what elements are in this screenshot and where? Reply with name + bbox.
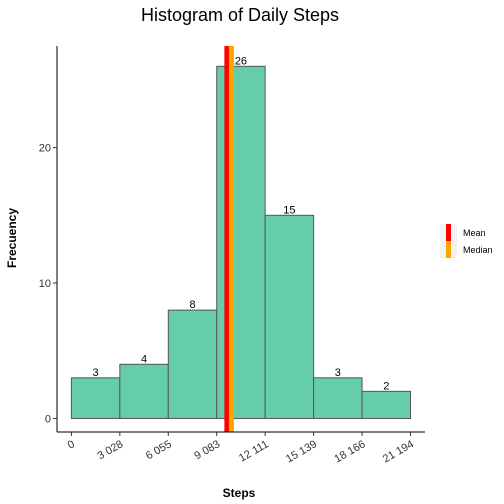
x-tick-label: 12 111: [237, 438, 271, 464]
bar-count-label: 15: [283, 204, 295, 216]
histogram-bar: [361, 390, 412, 419]
bar-count-label: 8: [189, 299, 195, 311]
legend-swatch: [446, 224, 451, 241]
x-tick-label: 9 083: [192, 438, 222, 462]
y-axis-title: Frecuency: [5, 208, 19, 268]
legend-label: Median: [463, 245, 493, 255]
chart-title: Histogram of Daily Steps: [141, 5, 339, 25]
histogram-bar: [119, 363, 169, 419]
y-tick-label: 10: [39, 278, 51, 290]
bar-count-label: 4: [141, 353, 147, 365]
histogram-bar: [264, 214, 315, 419]
x-tick-label: 0: [66, 438, 77, 451]
y-tick-label: 20: [39, 143, 51, 155]
histogram-bar: [216, 65, 266, 419]
legend-swatch: [446, 241, 451, 258]
bar-count-label: 26: [235, 55, 247, 67]
x-tick-label: 3 028: [96, 438, 126, 462]
x-tick-label: 15 139: [284, 438, 319, 465]
histogram-bar: [167, 309, 218, 419]
histogram-bar: [70, 377, 121, 419]
bar-count-label: 3: [335, 367, 341, 379]
bar-count-label: 2: [383, 380, 389, 392]
x-axis-title: Steps: [223, 486, 256, 500]
bar-count-label: 3: [93, 367, 99, 379]
histogram-bar: [313, 377, 363, 419]
reference-lines-group: [224, 46, 234, 432]
legend-label: Mean: [463, 228, 486, 238]
y-tick-label: 0: [45, 413, 51, 425]
bars-group: [70, 65, 412, 419]
legend: Mean Median: [440, 224, 493, 258]
data-labels-group: 3 4 8 26 15 3 2: [93, 55, 390, 392]
x-tick-label: 18 166: [332, 438, 367, 465]
x-tick-label: 21 194: [381, 438, 416, 465]
x-tick-label: 6 055: [144, 438, 174, 462]
